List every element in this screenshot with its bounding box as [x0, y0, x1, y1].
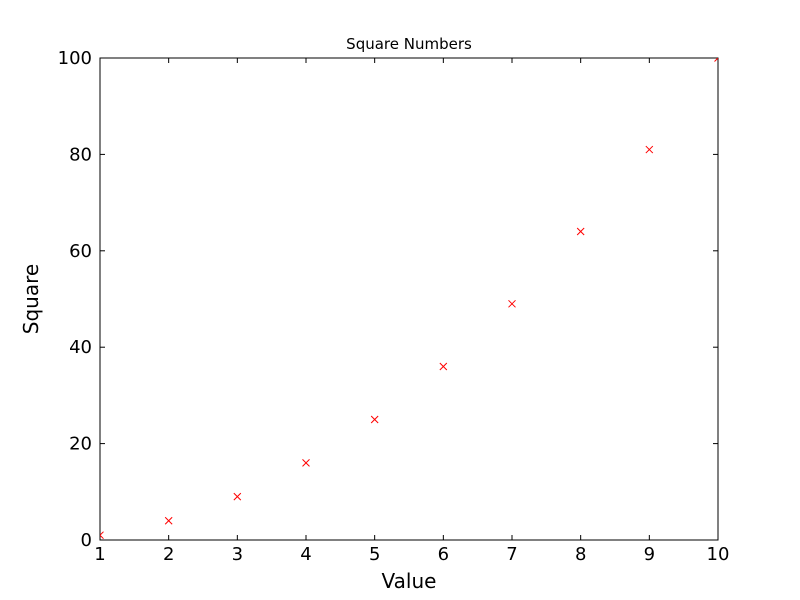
x-tick-label: 9	[644, 544, 655, 565]
x-tick-label: 8	[575, 544, 586, 565]
y-tick-label: 0	[81, 530, 92, 551]
data-point	[645, 145, 654, 154]
data-point	[439, 362, 448, 371]
chart-title: Square Numbers	[346, 35, 472, 53]
data-point	[370, 415, 379, 424]
x-axis-label: Value	[382, 569, 437, 593]
x-tick-label: 10	[707, 544, 730, 565]
data-point	[233, 492, 242, 501]
x-tick-label: 6	[438, 544, 449, 565]
y-tick-label: 40	[69, 337, 92, 358]
x-tick-label: 2	[163, 544, 174, 565]
x-tick-label: 3	[232, 544, 243, 565]
x-tick-label: 5	[369, 544, 380, 565]
data-point	[302, 459, 310, 467]
x-tick-label: 7	[506, 544, 517, 565]
data-series	[100, 58, 718, 540]
data-point	[508, 299, 516, 308]
y-tick-label: 80	[69, 144, 92, 165]
x-tick-label: 1	[94, 544, 105, 565]
y-axis-label: Square	[19, 264, 43, 334]
data-point	[714, 58, 718, 62]
x-tick-label: 4	[300, 544, 311, 565]
data-point	[576, 227, 585, 236]
y-tick-label: 100	[58, 48, 92, 69]
axes-frame	[99, 57, 719, 541]
y-tick-label: 60	[69, 241, 92, 262]
y-tick-label: 20	[69, 434, 92, 455]
data-point	[100, 531, 104, 540]
data-point	[164, 516, 173, 525]
